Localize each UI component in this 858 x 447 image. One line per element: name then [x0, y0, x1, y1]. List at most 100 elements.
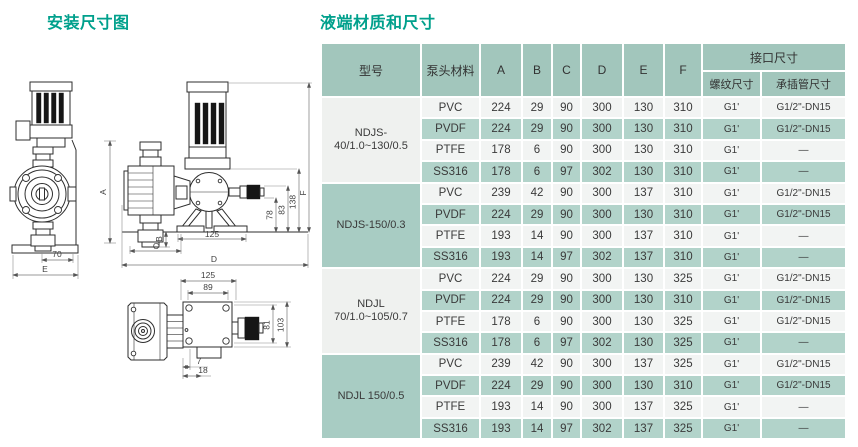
dim-a-cell: 193 [479, 395, 523, 419]
dim-c-cell: 90 [551, 181, 582, 205]
dim-d-cell: 302 [580, 160, 624, 184]
thread-cell: G1' [701, 224, 762, 248]
thread-cell: G1' [701, 181, 762, 205]
header-row: 型号 泵头材料 A B C D E F 接口尺寸 [320, 42, 848, 98]
dim-e-cell: 137 [622, 352, 665, 377]
installation-diagram-title: 安装尺寸图 [47, 15, 130, 32]
thread-cell: G1' [701, 245, 762, 270]
side-view [104, 81, 312, 268]
dim-label-b: B [154, 236, 164, 242]
material-cell: PTFE [420, 395, 481, 419]
dim-f-cell: 325 [663, 267, 703, 291]
dim-label-f: F [298, 190, 308, 195]
dim-a-cell: 224 [479, 374, 523, 398]
dim-b-cell: 14 [521, 245, 553, 270]
dim-f-cell: 325 [663, 395, 703, 419]
dim-f-cell: 325 [663, 309, 703, 334]
dim-e-cell: 130 [622, 331, 665, 355]
table-row: PTFE 178 6 90 300 130 325 G1' G1/2"-DN15 [321, 309, 848, 334]
table-row: NDJL 70/1.0~105/0.7 PVC 224 29 90 300 130 325 G1'… [320, 267, 848, 355]
dim-c-cell: 97 [551, 416, 582, 441]
dim-e-cell: 137 [622, 416, 665, 441]
dim-f-cell: 310 [663, 117, 703, 141]
dim-c-cell: 90 [551, 138, 582, 163]
thread-cell: G1' [701, 267, 762, 291]
model-cell: NDJS-150/0.3 [320, 181, 422, 270]
dim-d-cell: 300 [580, 95, 624, 120]
dim-e-cell: 130 [622, 267, 665, 291]
material-cell: SS316 [420, 245, 481, 270]
thread-cell: G1' [701, 374, 762, 398]
dim-f-cell: 325 [663, 352, 703, 377]
dim-c-cell: 90 [551, 95, 582, 120]
dim-e-cell: 130 [622, 160, 665, 184]
header-model: 型号 [320, 42, 422, 98]
front-view [9, 81, 79, 279]
material-cell: SS316 [420, 160, 481, 184]
table-header: 型号 泵头材料 A B C D E F 接口尺寸 螺纹尺寸 承插管尺寸 [320, 42, 848, 98]
dim-f-cell: 310 [663, 181, 703, 205]
socket-cell: G1/2"-DN15 [759, 374, 848, 398]
socket-cell: — [759, 331, 848, 355]
dim-c-cell: 97 [551, 331, 582, 355]
table-row: SS316 193 14 97 302 137 325 G1' — [321, 416, 848, 441]
socket-cell: G1/2"-DN15 [759, 267, 848, 291]
dim-d-cell: 302 [580, 331, 624, 355]
table-row: NDJS- 40/1.0~130/0.5 PVC 224 29 90 300 130 310 G1… [320, 95, 848, 184]
dim-b-cell: 14 [521, 395, 553, 419]
material-cell: PTFE [420, 138, 481, 163]
dim-c-cell: 90 [551, 374, 582, 398]
dim-f-cell: 310 [663, 374, 703, 398]
model-cell: NDJL 70/1.0~105/0.7 [320, 267, 422, 355]
thread-cell: G1' [701, 138, 762, 163]
table-row: SS316 193 14 97 302 137 310 G1' — [321, 245, 848, 270]
dim-f-cell: 310 [663, 245, 703, 270]
header-subrow: 螺纹尺寸 承插管尺寸 [321, 70, 848, 98]
dim-d-cell: 300 [580, 352, 624, 377]
dim-b-cell: 42 [521, 181, 553, 205]
header-dim-e: E [622, 42, 665, 98]
dim-e-cell: 130 [622, 202, 665, 227]
dim-label-top-125: 125 [201, 270, 215, 280]
dim-d-cell: 302 [580, 416, 624, 441]
table-row: PVDF 224 29 90 300 130 310 G1' G1/2"-DN15 [321, 374, 848, 398]
thread-cell: G1' [701, 416, 762, 441]
thread-cell: G1' [701, 395, 762, 419]
top-view [127, 279, 291, 379]
dim-f-cell: 310 [663, 95, 703, 120]
dim-d-cell: 300 [580, 181, 624, 205]
table-row: PVDF 224 29 90 300 130 310 G1' G1/2"-DN15 [321, 117, 848, 141]
dim-label-a: A [98, 189, 108, 195]
liquid-end-title: 液端材质和尺寸 [320, 15, 436, 32]
socket-cell: — [759, 160, 848, 184]
dim-b-cell: 29 [521, 288, 553, 312]
table-row: PVDF 224 29 90 300 130 310 G1' G1/2"-DN15 [321, 288, 848, 312]
thread-cell: G1' [701, 352, 762, 377]
material-cell: PVC [420, 352, 481, 377]
dim-b-cell: 6 [521, 160, 553, 184]
header-dim-a: A [479, 42, 523, 98]
dim-f-cell: 325 [663, 416, 703, 441]
table-row: PTFE 193 14 90 300 137 310 G1' — [321, 224, 848, 248]
dim-label-70: 70 [52, 249, 62, 259]
dim-d-cell: 302 [580, 245, 624, 270]
dim-c-cell: 90 [551, 309, 582, 334]
socket-cell: G1/2"-DN15 [759, 352, 848, 377]
dim-b-cell: 29 [521, 95, 553, 120]
dim-e-cell: 137 [622, 181, 665, 205]
dim-f-cell: 310 [663, 202, 703, 227]
dim-c-cell: 90 [551, 202, 582, 227]
table-row: SS316 178 6 97 302 130 325 G1' — [321, 331, 848, 355]
header-socket: 承插管尺寸 [759, 70, 848, 98]
socket-cell: G1/2"-DN15 [759, 181, 848, 205]
dim-label-18: 18 [198, 365, 208, 375]
socket-cell: — [759, 224, 848, 248]
thread-cell: G1' [701, 160, 762, 184]
dim-label-81: 81 [262, 320, 272, 330]
dim-d-cell: 300 [580, 374, 624, 398]
dimensions-table: 型号 泵头材料 A B C D E F 接口尺寸 螺纹尺寸 承插管尺寸 NDJS- 40/1.0~13… [320, 42, 848, 441]
dim-b-cell: 14 [521, 224, 553, 248]
dim-c-cell: 90 [551, 224, 582, 248]
dim-a-cell: 178 [479, 309, 523, 334]
installation-dimension-drawing: 70 E A B C D 125 78 83 138 F 125 89 81 1… [9, 81, 312, 379]
